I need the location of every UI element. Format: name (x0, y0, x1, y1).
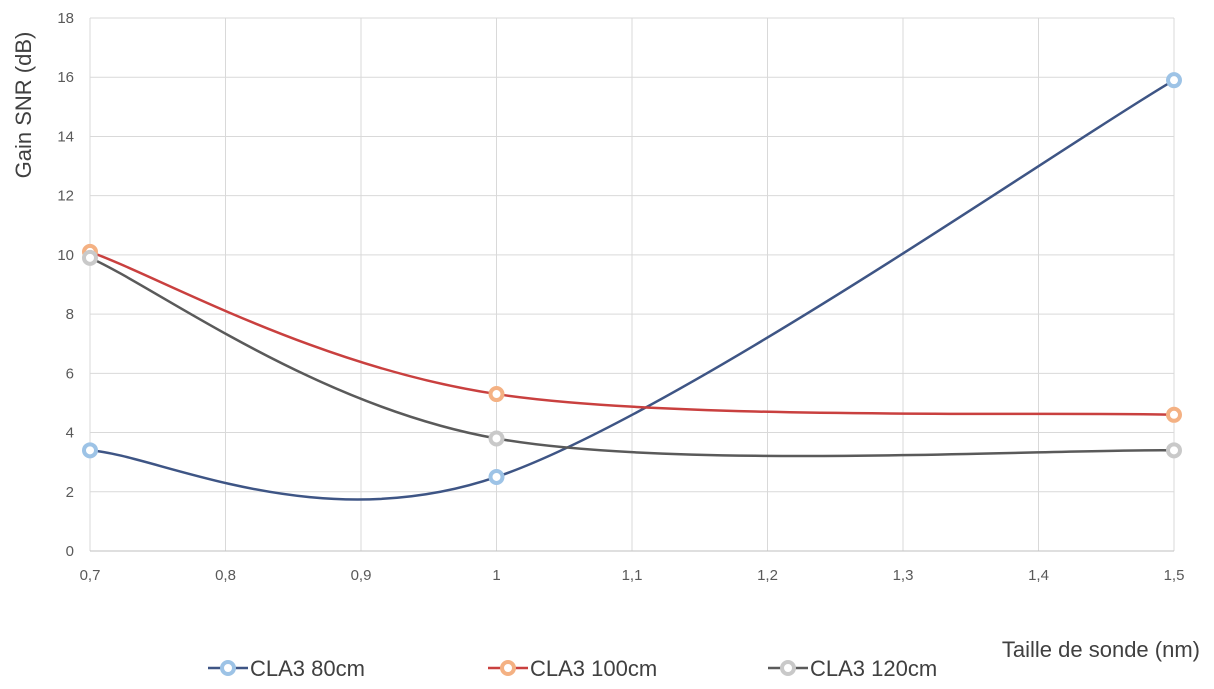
y-tick-label: 14 (57, 128, 74, 145)
x-tick-label: 0,7 (80, 567, 101, 584)
legend-label: CLA3 120cm (810, 656, 937, 681)
y-tick-label: 2 (66, 484, 74, 501)
legend-label: CLA3 100cm (530, 656, 657, 681)
data-point-cla3-80cm (82, 442, 98, 459)
axes: 0 2 4 6 8 10 12 14 16 18 0,7 0,8 0,9 1 1,1 1,2 1,3 1,4 1,5 (57, 10, 1184, 584)
x-tick-label: 1,1 (622, 567, 643, 584)
data-point-cla3-120cm (1166, 442, 1182, 459)
data-point-cla3-100cm (1166, 406, 1182, 423)
x-tick-label: 0,8 (215, 567, 236, 584)
series-lines (89, 79, 1175, 501)
y-tick-label: 10 (57, 247, 74, 264)
y-tick-label: 0 (66, 543, 74, 560)
legend-item-cla3-120cm: CLA3 120cm (768, 656, 937, 681)
data-markers (82, 72, 1182, 485)
y-tick-label: 12 (57, 188, 74, 205)
y-tick-label: 6 (66, 365, 74, 382)
x-tick-label: 1,2 (757, 567, 778, 584)
x-tick-label: 1 (492, 567, 500, 584)
data-point-cla3-80cm (1166, 72, 1182, 89)
data-point-cla3-120cm (82, 249, 98, 266)
legend-item-cla3-80cm: CLA3 80cm (208, 656, 365, 681)
x-axis-title: Taille de sonde (nm) (1002, 637, 1200, 662)
y-tick-label: 16 (57, 69, 74, 86)
series-line-cla3-100cm (89, 250, 1175, 417)
legend-item-cla3-100cm: CLA3 100cm (488, 656, 657, 681)
legend-marker-swatch (500, 660, 516, 676)
legend: CLA3 80cm CLA3 100cm CLA3 120cm (208, 656, 937, 681)
series-line-cla3-80cm (89, 79, 1175, 501)
legend-marker-swatch (220, 660, 236, 676)
x-tick-label: 1,4 (1028, 567, 1049, 584)
series-line-cla3-120cm (89, 256, 1175, 458)
data-point-cla3-100cm (488, 386, 505, 403)
y-tick-label: 18 (57, 10, 74, 27)
data-point-cla3-120cm (488, 430, 505, 447)
gridlines (89, 17, 1175, 551)
legend-marker-swatch (780, 660, 796, 676)
x-tick-label: 1,5 (1164, 567, 1185, 584)
data-point-cla3-80cm (488, 468, 505, 485)
y-axis-title: Gain SNR (dB) (11, 32, 36, 179)
y-tick-label: 8 (66, 306, 74, 323)
x-tick-label: 1,3 (893, 567, 914, 584)
legend-label: CLA3 80cm (250, 656, 365, 681)
x-tick-label: 0,9 (351, 567, 372, 584)
y-tick-label: 4 (66, 425, 74, 442)
